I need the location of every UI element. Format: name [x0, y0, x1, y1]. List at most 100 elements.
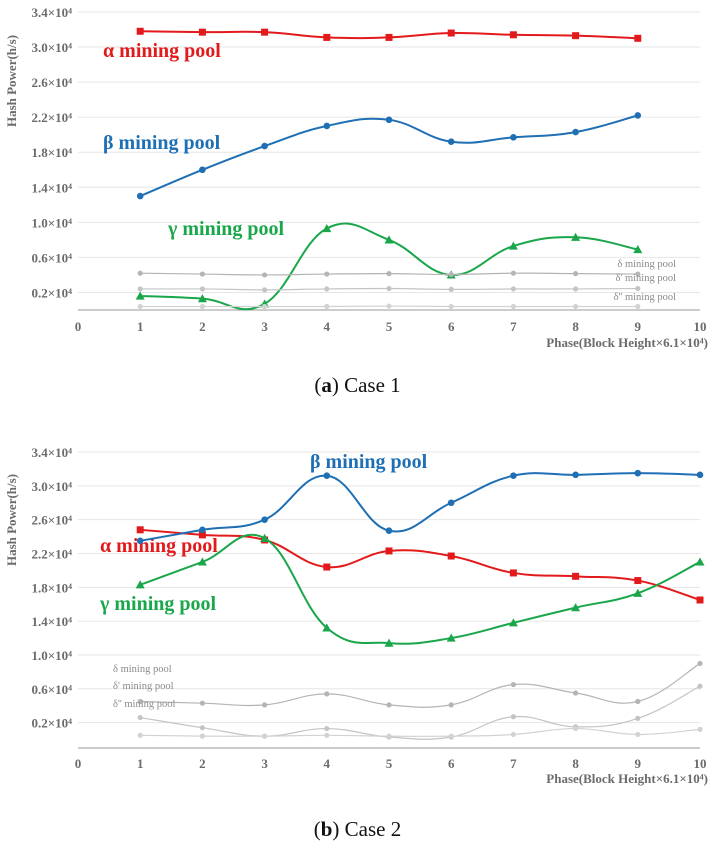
series-4 — [137, 285, 641, 293]
data-point — [262, 287, 268, 293]
series-label: δ' mining pool — [615, 273, 676, 284]
data-point — [572, 572, 580, 580]
caption-text-a: Case 1 — [344, 373, 401, 397]
data-point — [199, 733, 205, 739]
y-tick-label: 1.0×10⁴ — [31, 648, 72, 663]
y-tick-label: 1.4×10⁴ — [31, 614, 72, 629]
data-point — [137, 732, 143, 738]
series-3 — [137, 660, 703, 708]
series-5 — [137, 303, 641, 310]
data-point — [137, 286, 143, 292]
y-tick-label: 0.2×10⁴ — [31, 716, 72, 731]
data-point — [696, 596, 704, 604]
data-point — [197, 557, 207, 566]
series-label: γ mining pool — [167, 218, 284, 240]
caption-text-b: Case 2 — [344, 817, 402, 841]
data-point — [697, 683, 703, 689]
data-point — [386, 303, 392, 309]
data-point — [697, 726, 703, 732]
chart-case-2-svg: 0.2×10⁴ 0.6×10⁴ 1.0×10⁴ 1.4×10⁴ 1.8×10⁴ 2.2×1… — [4, 445, 708, 786]
series-0 — [136, 27, 642, 42]
data-point — [696, 471, 704, 479]
x-tick-label: 7 — [510, 756, 517, 771]
data-point — [384, 235, 394, 244]
data-point — [448, 303, 454, 310]
data-point — [324, 725, 330, 732]
data-point — [448, 702, 454, 708]
series-line — [140, 528, 701, 601]
data-point — [199, 271, 205, 277]
data-point — [508, 618, 518, 627]
x-tick-label: 7 — [510, 319, 517, 334]
data-point — [447, 29, 455, 37]
data-point — [262, 303, 268, 310]
data-point — [324, 271, 330, 277]
series-label: δ'' mining pool — [614, 292, 676, 303]
y-tick-label: 0.6×10⁴ — [31, 250, 72, 265]
data-point — [448, 271, 454, 278]
data-point — [384, 638, 394, 647]
data-point — [199, 286, 205, 292]
series-label: γ mining pool — [99, 593, 216, 615]
x-axis-title: Phase(Block Height×6.1×10⁴) — [546, 771, 708, 786]
data-point — [199, 303, 205, 310]
data-point — [261, 142, 268, 150]
data-point — [324, 286, 330, 292]
data-point — [385, 547, 393, 555]
data-point — [135, 291, 145, 300]
data-point — [198, 531, 206, 539]
data-point — [573, 286, 579, 292]
data-point — [510, 134, 517, 141]
data-point — [137, 270, 143, 276]
data-point — [509, 569, 517, 577]
data-point — [573, 303, 579, 310]
series-1 — [136, 112, 642, 200]
data-point — [573, 690, 579, 696]
series-label: δ'' mining pool — [113, 699, 175, 710]
y-tick-label: 3.4×10⁴ — [31, 445, 72, 460]
data-point — [572, 128, 579, 136]
data-point — [262, 272, 268, 278]
data-point — [448, 733, 454, 739]
data-point — [136, 192, 144, 200]
data-point — [447, 552, 455, 560]
data-point — [573, 725, 579, 732]
data-point — [323, 33, 331, 41]
x-tick-label: 6 — [448, 756, 455, 771]
data-point — [322, 223, 332, 233]
data-point — [323, 122, 331, 130]
data-point — [386, 733, 392, 739]
data-point — [635, 303, 641, 310]
data-point — [199, 700, 205, 706]
y-tick-label: 3.0×10⁴ — [31, 479, 72, 494]
data-point — [137, 698, 143, 705]
series-line — [139, 114, 639, 197]
data-point — [135, 580, 145, 589]
series-5 — [137, 725, 703, 739]
data-point — [571, 603, 581, 612]
series-line — [140, 472, 701, 542]
series-label: α mining pool — [103, 40, 221, 62]
data-point — [324, 303, 330, 310]
series-1 — [136, 469, 704, 545]
data-point — [695, 557, 705, 566]
x-tick-label: 5 — [386, 319, 393, 334]
series-label: δ mining pool — [617, 259, 676, 270]
data-point — [385, 527, 393, 534]
chart-case-2: 0.2×10⁴ 0.6×10⁴ 1.0×10⁴ 1.4×10⁴ 1.8×10⁴ 2.2×1… — [0, 425, 715, 795]
data-point — [447, 499, 455, 507]
series-label: δ' mining pool — [113, 681, 174, 692]
data-point — [509, 31, 517, 39]
data-point — [508, 241, 518, 250]
data-point — [262, 702, 268, 708]
x-tick-label: 1 — [137, 756, 144, 771]
data-point — [634, 34, 642, 42]
data-point — [446, 633, 456, 642]
x-tick-label: 2 — [199, 319, 206, 334]
data-point — [572, 471, 579, 479]
y-tick-label: 2.2×10⁴ — [31, 110, 72, 125]
data-point — [386, 702, 392, 708]
x-tick-label: 9 — [635, 319, 642, 334]
data-point — [199, 166, 206, 174]
caption-case-2: (b) Case 2 — [313, 817, 402, 841]
